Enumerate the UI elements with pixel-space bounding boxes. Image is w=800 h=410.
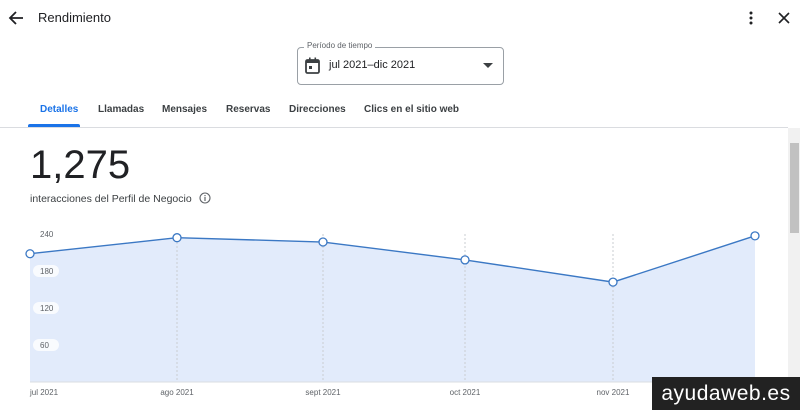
point	[750, 231, 760, 241]
area	[30, 235, 755, 382]
dropdown-arrow	[483, 63, 493, 68]
tab[interactable]: Clics en el sitio web	[364, 104, 460, 115]
y-tick-label: 240	[40, 230, 54, 239]
y-tick-bg	[33, 265, 59, 277]
x-tick-label: jul 2021	[29, 388, 59, 397]
y-tick-bg	[33, 228, 59, 240]
y-tick-bg	[33, 339, 59, 351]
point	[608, 277, 618, 287]
point	[172, 233, 182, 243]
y-tick-label: 180	[40, 267, 54, 276]
tab[interactable]: Mensajes	[162, 104, 208, 115]
scrollbar-thumb[interactable]	[790, 143, 799, 233]
caption-text: interacciones del Perfil de Negocio	[30, 193, 192, 205]
calendar-icon	[305, 57, 320, 74]
period-label: Período de tiempo	[304, 41, 376, 50]
x-tick-label: ago 2021	[160, 388, 194, 397]
line	[29, 235, 756, 283]
tab[interactable]: Llamadas	[98, 104, 145, 115]
total-value: 1,275	[30, 143, 131, 187]
close-button[interactable]	[778, 12, 790, 24]
y-tick-bg	[33, 302, 59, 314]
tab-bar: Detalles Llamadas Mensajes Reservas Direccio…	[0, 104, 788, 128]
x-tick-label: sept 2021	[305, 388, 341, 397]
y-tick-label: 60	[40, 341, 49, 350]
period-select[interactable]	[297, 47, 504, 85]
top-icons	[8, 11, 790, 25]
back-button[interactable]	[8, 11, 23, 25]
header-title: Rendimiento	[38, 10, 111, 25]
x-tick-label: oct 2021	[450, 388, 481, 397]
menu-button[interactable]	[749, 11, 753, 25]
info-icon[interactable]	[199, 192, 211, 204]
tab[interactable]: Reservas	[226, 104, 271, 115]
x-tick-label: nov 2021	[597, 388, 630, 397]
active-tab-indicator	[28, 124, 80, 127]
watermark: ayudaweb.es	[652, 377, 800, 410]
point	[460, 255, 470, 265]
tab[interactable]: Detalles	[40, 104, 79, 115]
period-value: jul 2021–dic 2021	[329, 59, 416, 71]
tab[interactable]: Direcciones	[289, 104, 346, 115]
y-tick-label: 120	[40, 304, 54, 313]
point	[25, 249, 35, 259]
total-caption: interacciones del Perfil de Negocio	[30, 192, 211, 205]
point	[318, 237, 328, 247]
